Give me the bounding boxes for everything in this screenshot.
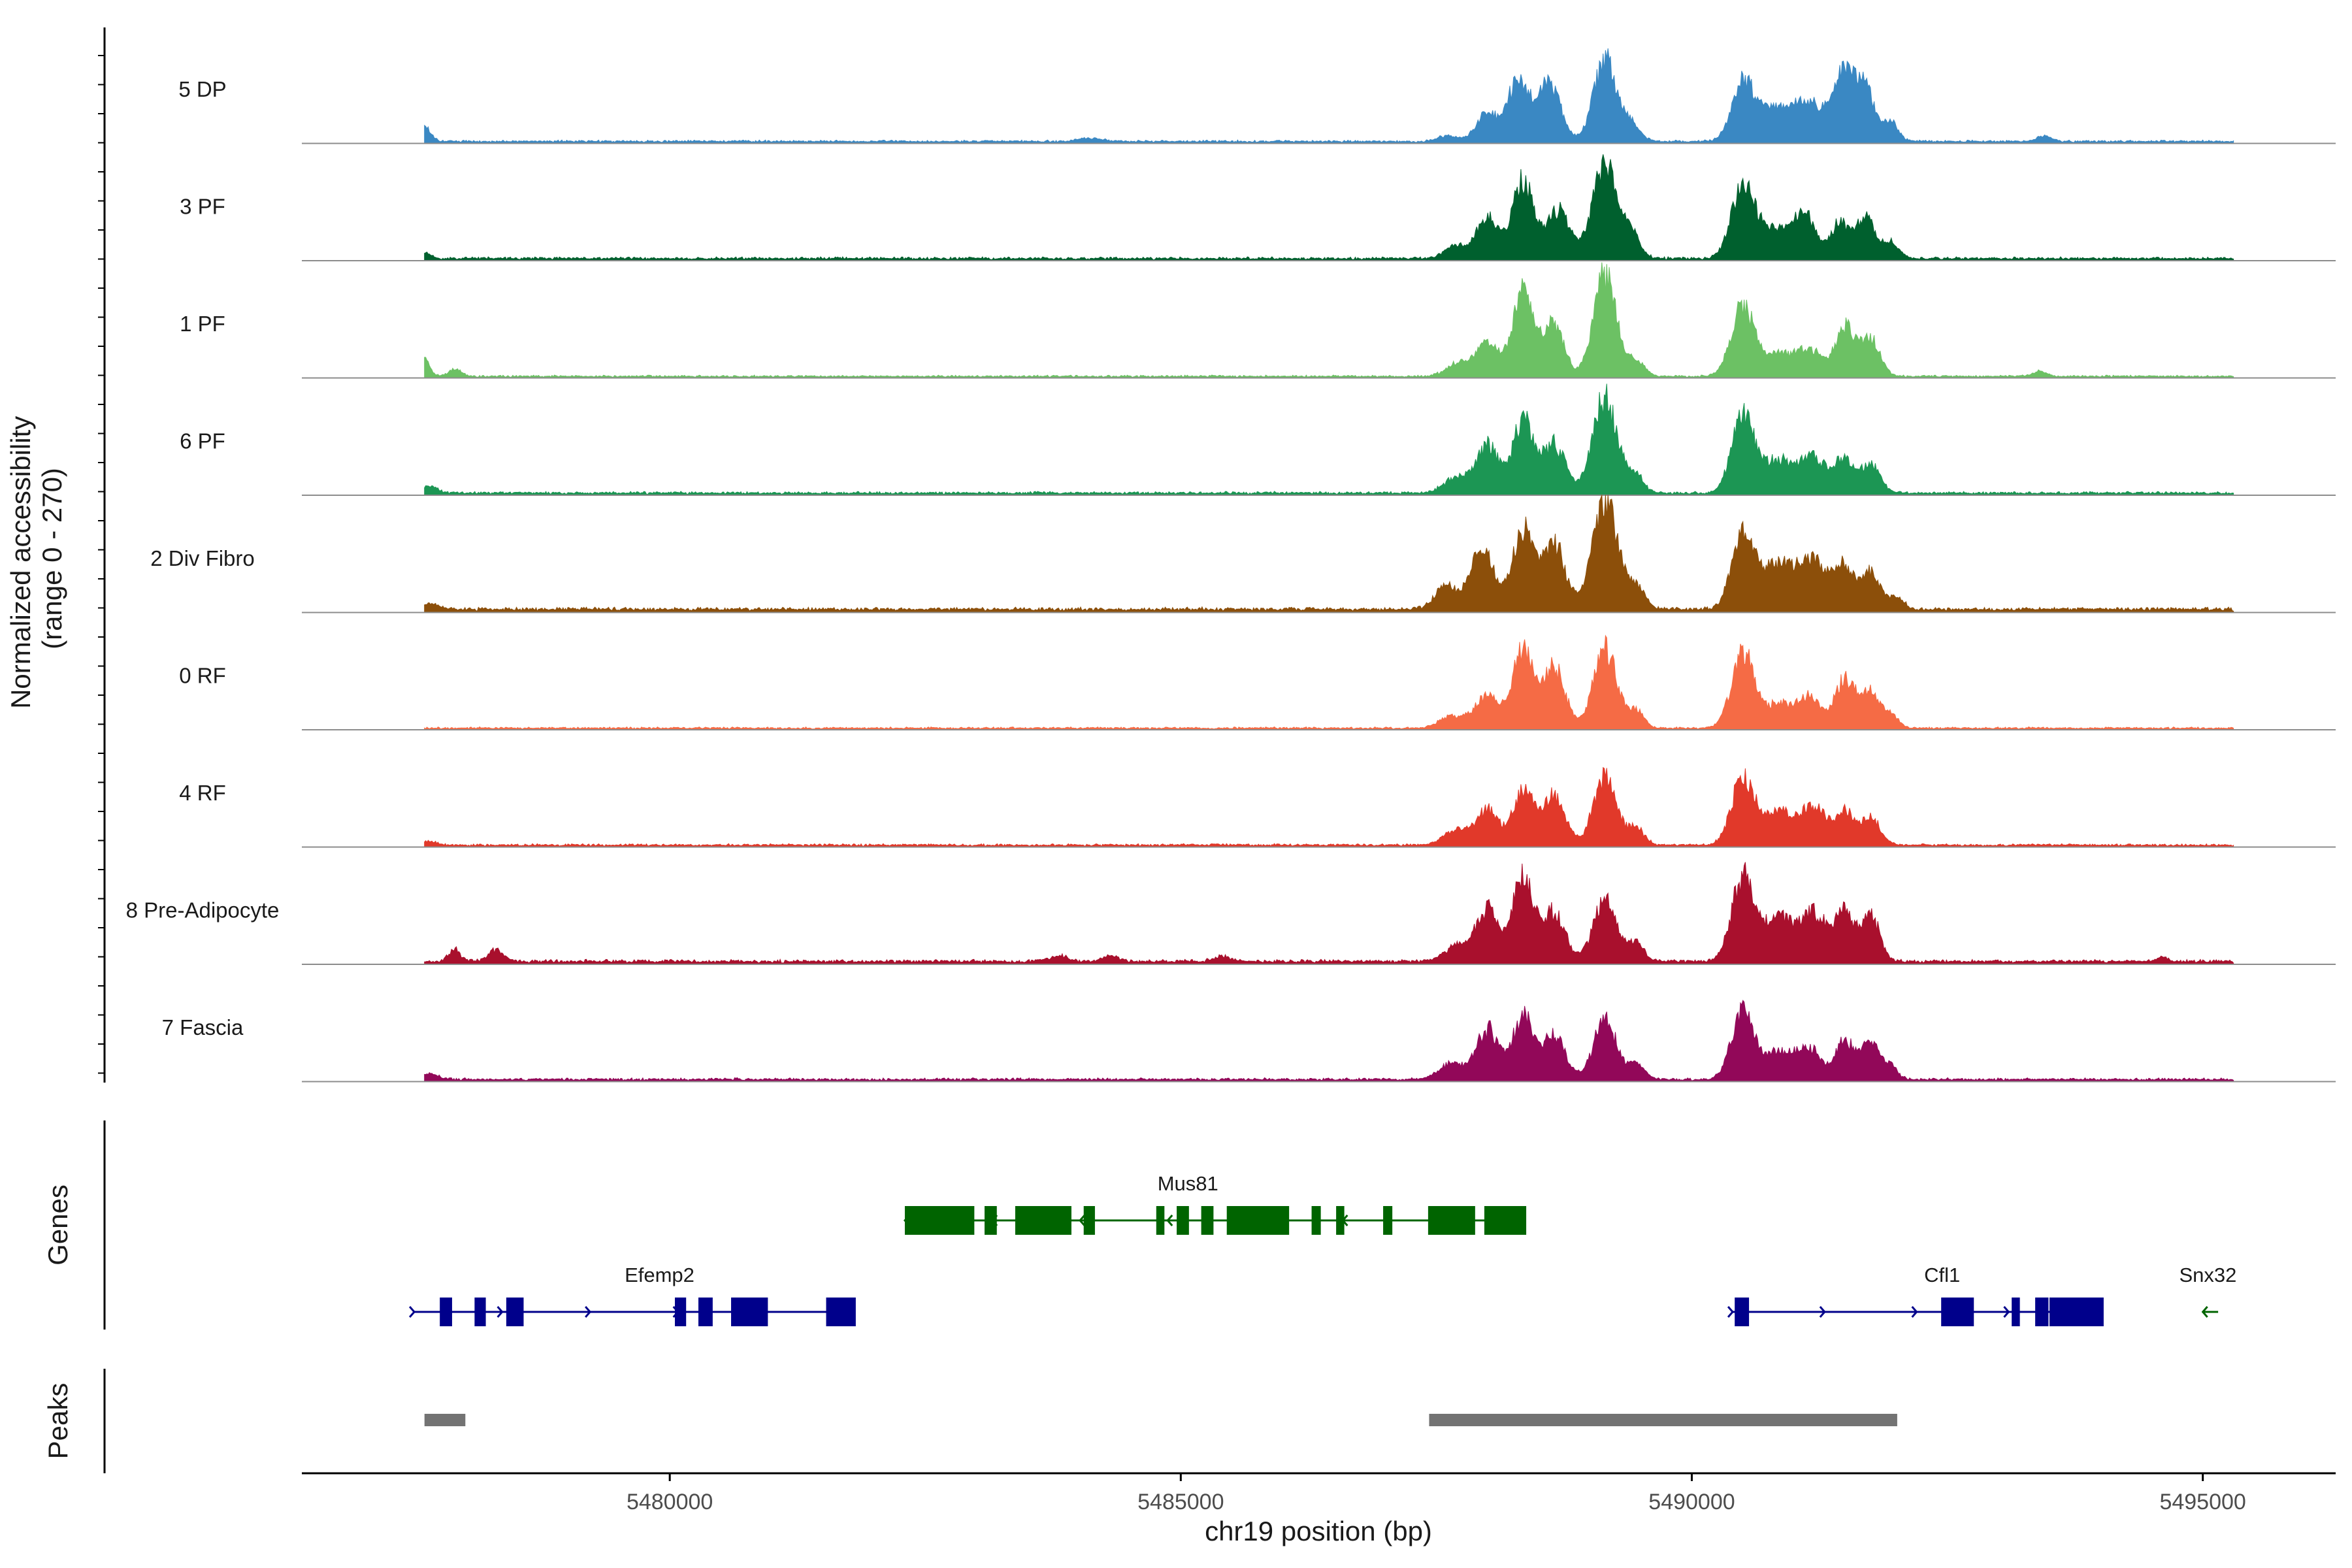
- x-tick-label: 5495000: [2159, 1490, 2246, 1514]
- coverage-area-4-rf: [424, 766, 2234, 847]
- gene-exon: [984, 1206, 997, 1235]
- coverage-area-6-pf: [424, 384, 2234, 496]
- gene-exon: [1226, 1206, 1290, 1235]
- y-axis-title: Normalized accessibility (range 0 - 270): [5, 408, 67, 709]
- gene-snx32: Snx32: [2180, 1264, 2237, 1318]
- gene-label-efemp2: Efemp2: [625, 1264, 694, 1286]
- track-4-rf: 4 RF: [179, 766, 2336, 848]
- track-5-dp: 5 DP: [178, 48, 2336, 144]
- gene-exon: [474, 1298, 486, 1326]
- gene-exon: [1015, 1206, 1071, 1235]
- gene-exon: [506, 1298, 524, 1326]
- track-label-8-pre-adipocyte: 8 Pre-Adipocyte: [126, 898, 280, 923]
- coverage-area-8-pre-adipocyte: [424, 862, 2234, 965]
- genes-panel: Mus81 Efemp2 Cfl1 Snx32: [408, 1172, 2237, 1326]
- track-7-fascia: 7 Fascia: [162, 1000, 2336, 1083]
- coverage-area-7-fascia: [424, 1000, 2234, 1082]
- coverage-area-1-pf: [424, 262, 2234, 378]
- strand-arrow: [1079, 1215, 1086, 1226]
- y-axis-title-line-2: (range 0 - 270): [37, 468, 67, 649]
- strand-arrow: [1819, 1306, 1826, 1318]
- coverage-y-axis: [98, 27, 106, 1083]
- gene-exon: [1177, 1206, 1189, 1235]
- strand-arrow: [1727, 1306, 1735, 1318]
- gene-exon: [2049, 1298, 2104, 1326]
- x-axis: 5480000 5485000 5490000 5495000: [302, 1472, 2336, 1514]
- track-0-rf: 0 RF: [179, 634, 2336, 730]
- y-axis-title-line-1: Normalized accessibility: [5, 416, 36, 709]
- gene-exon: [1156, 1206, 1165, 1235]
- x-tick-label: 5480000: [627, 1490, 713, 1514]
- x-tick-label: 5485000: [1137, 1490, 1224, 1514]
- gene-label-mus81: Mus81: [1158, 1172, 1218, 1195]
- gene-mus81: Mus81: [903, 1172, 1527, 1235]
- x-axis-title: chr19 position (bp): [1205, 1516, 1432, 1546]
- gene-exon: [440, 1298, 452, 1326]
- genes-panel-title: Genes: [42, 1184, 73, 1266]
- track-label-4-rf: 4 RF: [179, 781, 226, 805]
- gene-exon: [731, 1298, 768, 1326]
- peak-region: [424, 1414, 466, 1426]
- gene-cfl1: Cfl1: [1727, 1264, 2104, 1326]
- coverage-area-2-div-fibro: [424, 495, 2234, 613]
- gene-exon: [1428, 1206, 1475, 1235]
- gene-exon: [1083, 1206, 1095, 1235]
- coverage-area-0-rf: [424, 634, 2234, 730]
- track-label-5-dp: 5 DP: [178, 77, 226, 101]
- peak-region: [1429, 1414, 1897, 1426]
- coverage-area-3-pf: [424, 154, 2234, 261]
- gene-label-snx32: Snx32: [2180, 1264, 2237, 1286]
- gene-exon: [698, 1298, 713, 1326]
- track-2-div-fibro: 2 Div Fibro: [150, 495, 2336, 613]
- gene-exon: [674, 1298, 687, 1326]
- track-8-pre-adipocyte: 8 Pre-Adipocyte: [126, 862, 2336, 965]
- gene-exon: [1941, 1298, 1974, 1326]
- gene-exon: [1201, 1206, 1214, 1235]
- gene-exon: [826, 1298, 856, 1326]
- gene-exon: [1383, 1206, 1393, 1235]
- strand-arrow: [2201, 1306, 2208, 1318]
- track-label-6-pf: 6 PF: [180, 429, 225, 453]
- gene-exon: [904, 1206, 975, 1235]
- gene-exon: [1484, 1206, 1527, 1235]
- gene-exon: [1336, 1206, 1345, 1235]
- gene-exon: [2035, 1298, 2049, 1326]
- gene-exon: [1311, 1206, 1321, 1235]
- track-1-pf: 1 PF: [180, 262, 2336, 379]
- gene-label-cfl1: Cfl1: [1924, 1264, 1960, 1286]
- peaks-panel-title: Peaks: [42, 1383, 73, 1460]
- peaks-panel: [424, 1414, 1897, 1426]
- track-3-pf: 3 PF: [180, 154, 2336, 261]
- coverage-tracks: 5 DP 3 PF 1 PF 6 PF 2 Div Fibro 0 RF 4 RF 8 Pre…: [126, 48, 2336, 1083]
- strand-arrow: [408, 1306, 416, 1318]
- strand-arrow: [497, 1306, 504, 1318]
- track-label-0-rf: 0 RF: [179, 664, 226, 688]
- strand-arrow: [585, 1306, 592, 1318]
- track-6-pf: 6 PF: [180, 384, 2336, 496]
- track-label-1-pf: 1 PF: [180, 312, 225, 336]
- strand-arrow: [1166, 1215, 1173, 1226]
- gene-efemp2: Efemp2: [408, 1264, 856, 1326]
- gene-exon: [1735, 1298, 1750, 1326]
- coverage-area-5-dp: [424, 48, 2234, 144]
- strand-arrow: [1911, 1306, 1918, 1318]
- gene-exon: [2012, 1298, 2020, 1326]
- track-label-2-div-fibro: 2 Div Fibro: [150, 546, 255, 570]
- strand-arrow: [2003, 1306, 2010, 1318]
- track-label-7-fascia: 7 Fascia: [162, 1015, 244, 1039]
- x-tick-label: 5490000: [1648, 1490, 1735, 1514]
- track-label-3-pf: 3 PF: [180, 195, 225, 219]
